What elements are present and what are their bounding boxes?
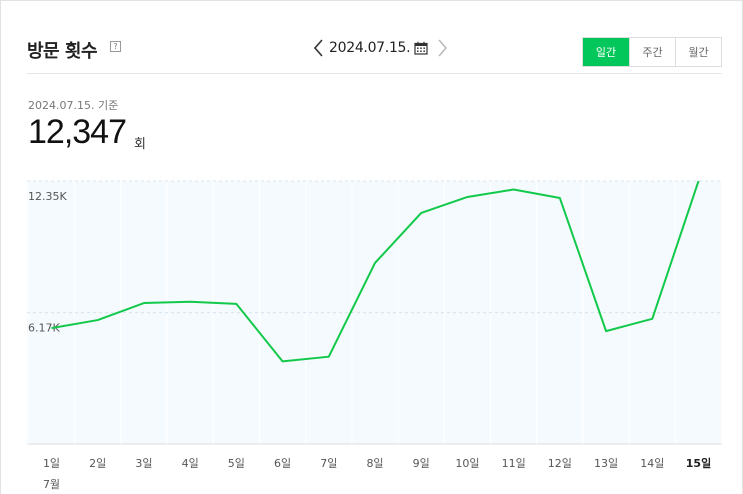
x-tick-label: 10일 bbox=[455, 456, 479, 470]
period-segmented-control: 일간 주간 월간 bbox=[582, 37, 722, 67]
x-tick-label: 4일 bbox=[182, 456, 199, 470]
x-month-label: 7월 bbox=[43, 478, 60, 491]
x-tick-label: 3일 bbox=[135, 456, 152, 470]
x-tick-label: 13일 bbox=[594, 456, 618, 470]
x-tick-label: 5일 bbox=[228, 456, 245, 470]
x-tick-label: 12일 bbox=[548, 456, 572, 470]
x-tick-label: 7일 bbox=[320, 456, 337, 470]
x-tick-label: 15일 bbox=[686, 456, 711, 470]
x-tick-label: 1일 bbox=[43, 456, 60, 470]
chevron-left-icon[interactable] bbox=[311, 37, 327, 59]
current-date: 2024.07.15. bbox=[329, 40, 411, 56]
calendar-icon[interactable] bbox=[414, 41, 428, 55]
x-tick-label: 8일 bbox=[366, 456, 383, 470]
tab-daily[interactable]: 일간 bbox=[583, 38, 629, 66]
date-navigator: 2024.07.15. bbox=[311, 37, 450, 59]
tab-monthly[interactable]: 월간 bbox=[675, 38, 721, 66]
x-tick-label: 14일 bbox=[640, 456, 664, 470]
x-tick-label: 11일 bbox=[502, 456, 526, 470]
tab-weekly[interactable]: 주간 bbox=[629, 38, 675, 66]
total-visits-unit: 회 bbox=[134, 137, 146, 152]
visits-line-chart: 6.17K 12.35K 1일 2일 3일 4일 5일 6일 7일 8일 9일 10일 11일 12일 1… bbox=[27, 180, 723, 491]
chevron-right-icon[interactable] bbox=[434, 37, 450, 59]
x-tick-label: 9일 bbox=[413, 456, 430, 470]
page-title: 방문 횟수 bbox=[27, 41, 98, 62]
basis-date: 2024.07.15. 기준 bbox=[28, 99, 119, 112]
x-tick-label: 2일 bbox=[89, 456, 106, 470]
x-tick-label: 6일 bbox=[274, 456, 291, 470]
y-tick-label: 12.35K bbox=[28, 190, 67, 203]
help-icon[interactable]: ? bbox=[110, 41, 121, 52]
header-divider bbox=[27, 73, 722, 74]
y-tick-label: 6.17K bbox=[28, 322, 60, 335]
total-visits-value: 12,347 bbox=[28, 113, 127, 151]
